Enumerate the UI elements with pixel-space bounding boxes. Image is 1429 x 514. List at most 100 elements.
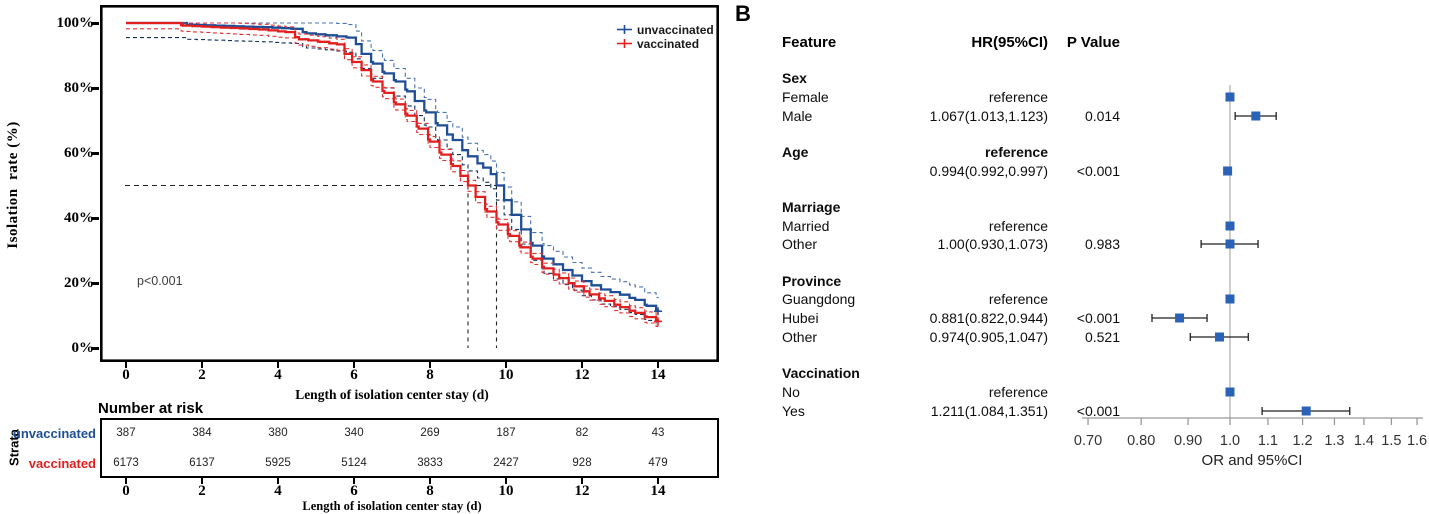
risk-value: 380: [268, 427, 288, 439]
forest-panel: B Feature HR(95%CI) P Value Sex Female ref…: [730, 0, 1429, 514]
km-xtick-mark: [656, 362, 660, 368]
risk-xtick-mark: [276, 478, 280, 484]
forest-row-feature: Vaccination: [782, 364, 860, 381]
km-ytick-label: 0%: [71, 340, 95, 356]
forest-row-feature: Female: [782, 88, 829, 105]
km-pvalue-annotation: p<0.001: [137, 274, 183, 288]
forest-header-feature: Feature: [782, 34, 837, 51]
km-xtick-label: 2: [198, 367, 206, 383]
forest-row-feature: Guangdong: [782, 290, 856, 307]
forest-row-feature: Other: [782, 328, 818, 345]
km-y-axis-label: Isolation rate (%): [5, 121, 21, 249]
risk-value: 340: [344, 427, 364, 439]
unvaccinated-line-marker-icon: [617, 25, 632, 34]
risk-value: 5925: [265, 457, 291, 469]
risk-x-axis-label: Length of isolation center stay (d): [302, 499, 482, 513]
km-xtick-mark: [200, 362, 204, 368]
forest-row-feature: Marriage: [782, 198, 841, 215]
legend-label-vaccinated: vaccinated: [637, 36, 700, 51]
forest-xtick-label: 1.5: [1381, 433, 1401, 449]
km-ytick-mark: [92, 281, 99, 285]
risk-xtick-label: 0: [122, 483, 130, 499]
risk-xtick-label: 4: [274, 483, 282, 499]
km-panel: Isolation rate (%) 100% 80% 60% 40% 20% 0% 0 2…: [5, 5, 719, 513]
vaccinated-line-marker-icon: [617, 39, 632, 48]
risk-value: 269: [420, 427, 440, 439]
forest-row-feature: Sex: [782, 69, 807, 86]
forest-or-square: [1225, 221, 1235, 231]
forest-xtick-label: 0.70: [1074, 433, 1102, 449]
risk-value: 2427: [493, 457, 519, 469]
forest-row-hr: reference: [988, 383, 1048, 400]
risk-table-title: Number at risk: [98, 400, 204, 417]
risk-value: 479: [648, 457, 668, 469]
forest-row-hr: reference: [988, 88, 1048, 105]
km-xtick-mark: [124, 362, 128, 368]
strata-row-label: vaccinated: [28, 456, 96, 471]
risk-xtick-mark: [504, 478, 508, 484]
forest-row-feature: Male: [782, 107, 813, 124]
risk-value: 6173: [113, 457, 139, 469]
km-xtick-label: 8: [426, 367, 434, 383]
forest-row-hr: 1.067(1.013,1.123): [929, 107, 1048, 124]
unvaccinated-ci-lower: [126, 37, 659, 326]
forest-row-pvalue: 0.521: [1084, 328, 1120, 345]
km-xtick-mark: [504, 362, 508, 368]
km-legend: unvaccinated vaccinated: [617, 23, 714, 51]
forest-row-feature: No: [782, 383, 800, 400]
forest-row-hr: 0.974(0.905,1.047): [929, 328, 1048, 345]
km-xtick-mark: [580, 362, 584, 368]
km-ytick-mark: [92, 21, 99, 25]
forest-row-pvalue: <0.001: [1076, 309, 1120, 326]
forest-row-pvalue: 0.014: [1084, 107, 1120, 124]
risk-value: 82: [575, 427, 589, 439]
risk-xtick-label: 6: [350, 483, 358, 499]
unvaccinated-censor-mark: [654, 307, 662, 316]
km-ytick-label: 100%: [56, 15, 95, 31]
forest-xtick-label: 1.2: [1292, 433, 1312, 449]
vaccinated-censor-mark: [654, 317, 662, 326]
forest-xtick-label: 1.0: [1220, 433, 1240, 449]
forest-x-axis-label: OR and 95%CI: [1201, 452, 1303, 469]
km-ytick-mark: [92, 86, 99, 90]
forest-or-square: [1215, 332, 1225, 342]
km-xtick-label: 0: [122, 367, 130, 383]
km-xtick-label: 6: [350, 367, 358, 383]
forest-row-feature: Hubei: [782, 309, 819, 326]
km-ytick-label: 60%: [64, 145, 94, 161]
risk-xtick-mark: [656, 478, 660, 484]
forest-or-square: [1301, 406, 1311, 416]
forest-xtick-label: 1.1: [1258, 433, 1278, 449]
forest-header-pvalue: P Value: [1066, 34, 1120, 51]
forest-header-hr: HR(95%CI): [971, 34, 1048, 51]
forest-row-feature: Age: [782, 143, 809, 160]
legend-label-unvaccinated: unvaccinated: [637, 22, 714, 37]
km-xtick-mark: [428, 362, 432, 368]
strata-row-label: unvaccinated: [12, 426, 96, 441]
forest-xtick-label: 0.80: [1127, 433, 1155, 449]
km-xtick-label: 4: [274, 367, 282, 383]
forest-row-hr: reference: [984, 143, 1048, 160]
forest-row-feature: Yes: [782, 402, 805, 419]
forest-xtick-label: 1.3: [1324, 433, 1344, 449]
forest-row-hr: reference: [988, 290, 1048, 307]
risk-value: 387: [116, 427, 136, 439]
forest-row-pvalue: 0.983: [1084, 235, 1120, 252]
km-xtick-mark: [352, 362, 356, 368]
km-plot-area: [100, 5, 719, 362]
unvaccinated-curve: [126, 21, 660, 312]
vaccinated-ci-upper: [126, 22, 659, 317]
forest-xtick-label: 1.6: [1407, 433, 1427, 449]
risk-value: 5124: [341, 457, 367, 469]
vaccinated-curve: [126, 21, 660, 322]
risk-xtick-mark: [200, 478, 204, 484]
forest-row-feature: Married: [782, 217, 830, 234]
forest-row-pvalue: <0.001: [1076, 162, 1120, 179]
risk-xtick-label: 2: [198, 483, 206, 499]
forest-or-square: [1225, 92, 1235, 102]
km-ytick-mark: [92, 216, 99, 220]
risk-value: 3833: [417, 457, 443, 469]
forest-or-square: [1175, 313, 1185, 323]
risk-xtick-mark: [580, 478, 584, 484]
